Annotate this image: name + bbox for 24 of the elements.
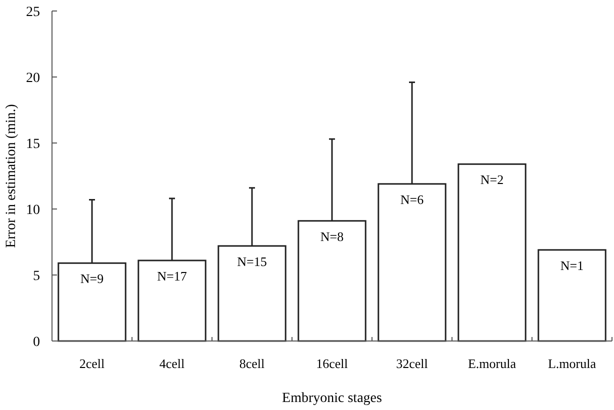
annotation: N=1 [560, 258, 584, 273]
x-tick-label: E.morula [468, 356, 516, 371]
annotation: N=8 [320, 228, 344, 244]
y-axis-title: Error in estimation (min.) [4, 104, 19, 248]
annotation: N=2 [480, 172, 504, 188]
x-tick-label: 16cell [316, 356, 348, 371]
bar [538, 249, 606, 342]
x-tick-label: 4cell [159, 356, 186, 371]
bar [458, 163, 526, 342]
y-tick-label: 0 [33, 334, 40, 350]
annotation: N=15 [237, 254, 267, 269]
y-tick-label: 25 [26, 4, 40, 20]
annotation: N=17 [157, 268, 188, 284]
annotation: N=9 [80, 271, 104, 286]
x-tick-label: 2cell [79, 356, 106, 371]
y-tick-label: 20 [26, 70, 40, 86]
y-tick-label: 10 [26, 202, 40, 218]
y-tick-label: 5 [33, 268, 40, 284]
x-tick-label: 32cell [396, 356, 428, 371]
y-tick-label: 15 [26, 136, 40, 152]
x-axis-title: Embryonic stages [282, 391, 382, 406]
x-tick-label: 8cell [239, 356, 266, 371]
annotation: N=6 [400, 192, 424, 207]
x-tick-label: L.morula [548, 356, 596, 371]
